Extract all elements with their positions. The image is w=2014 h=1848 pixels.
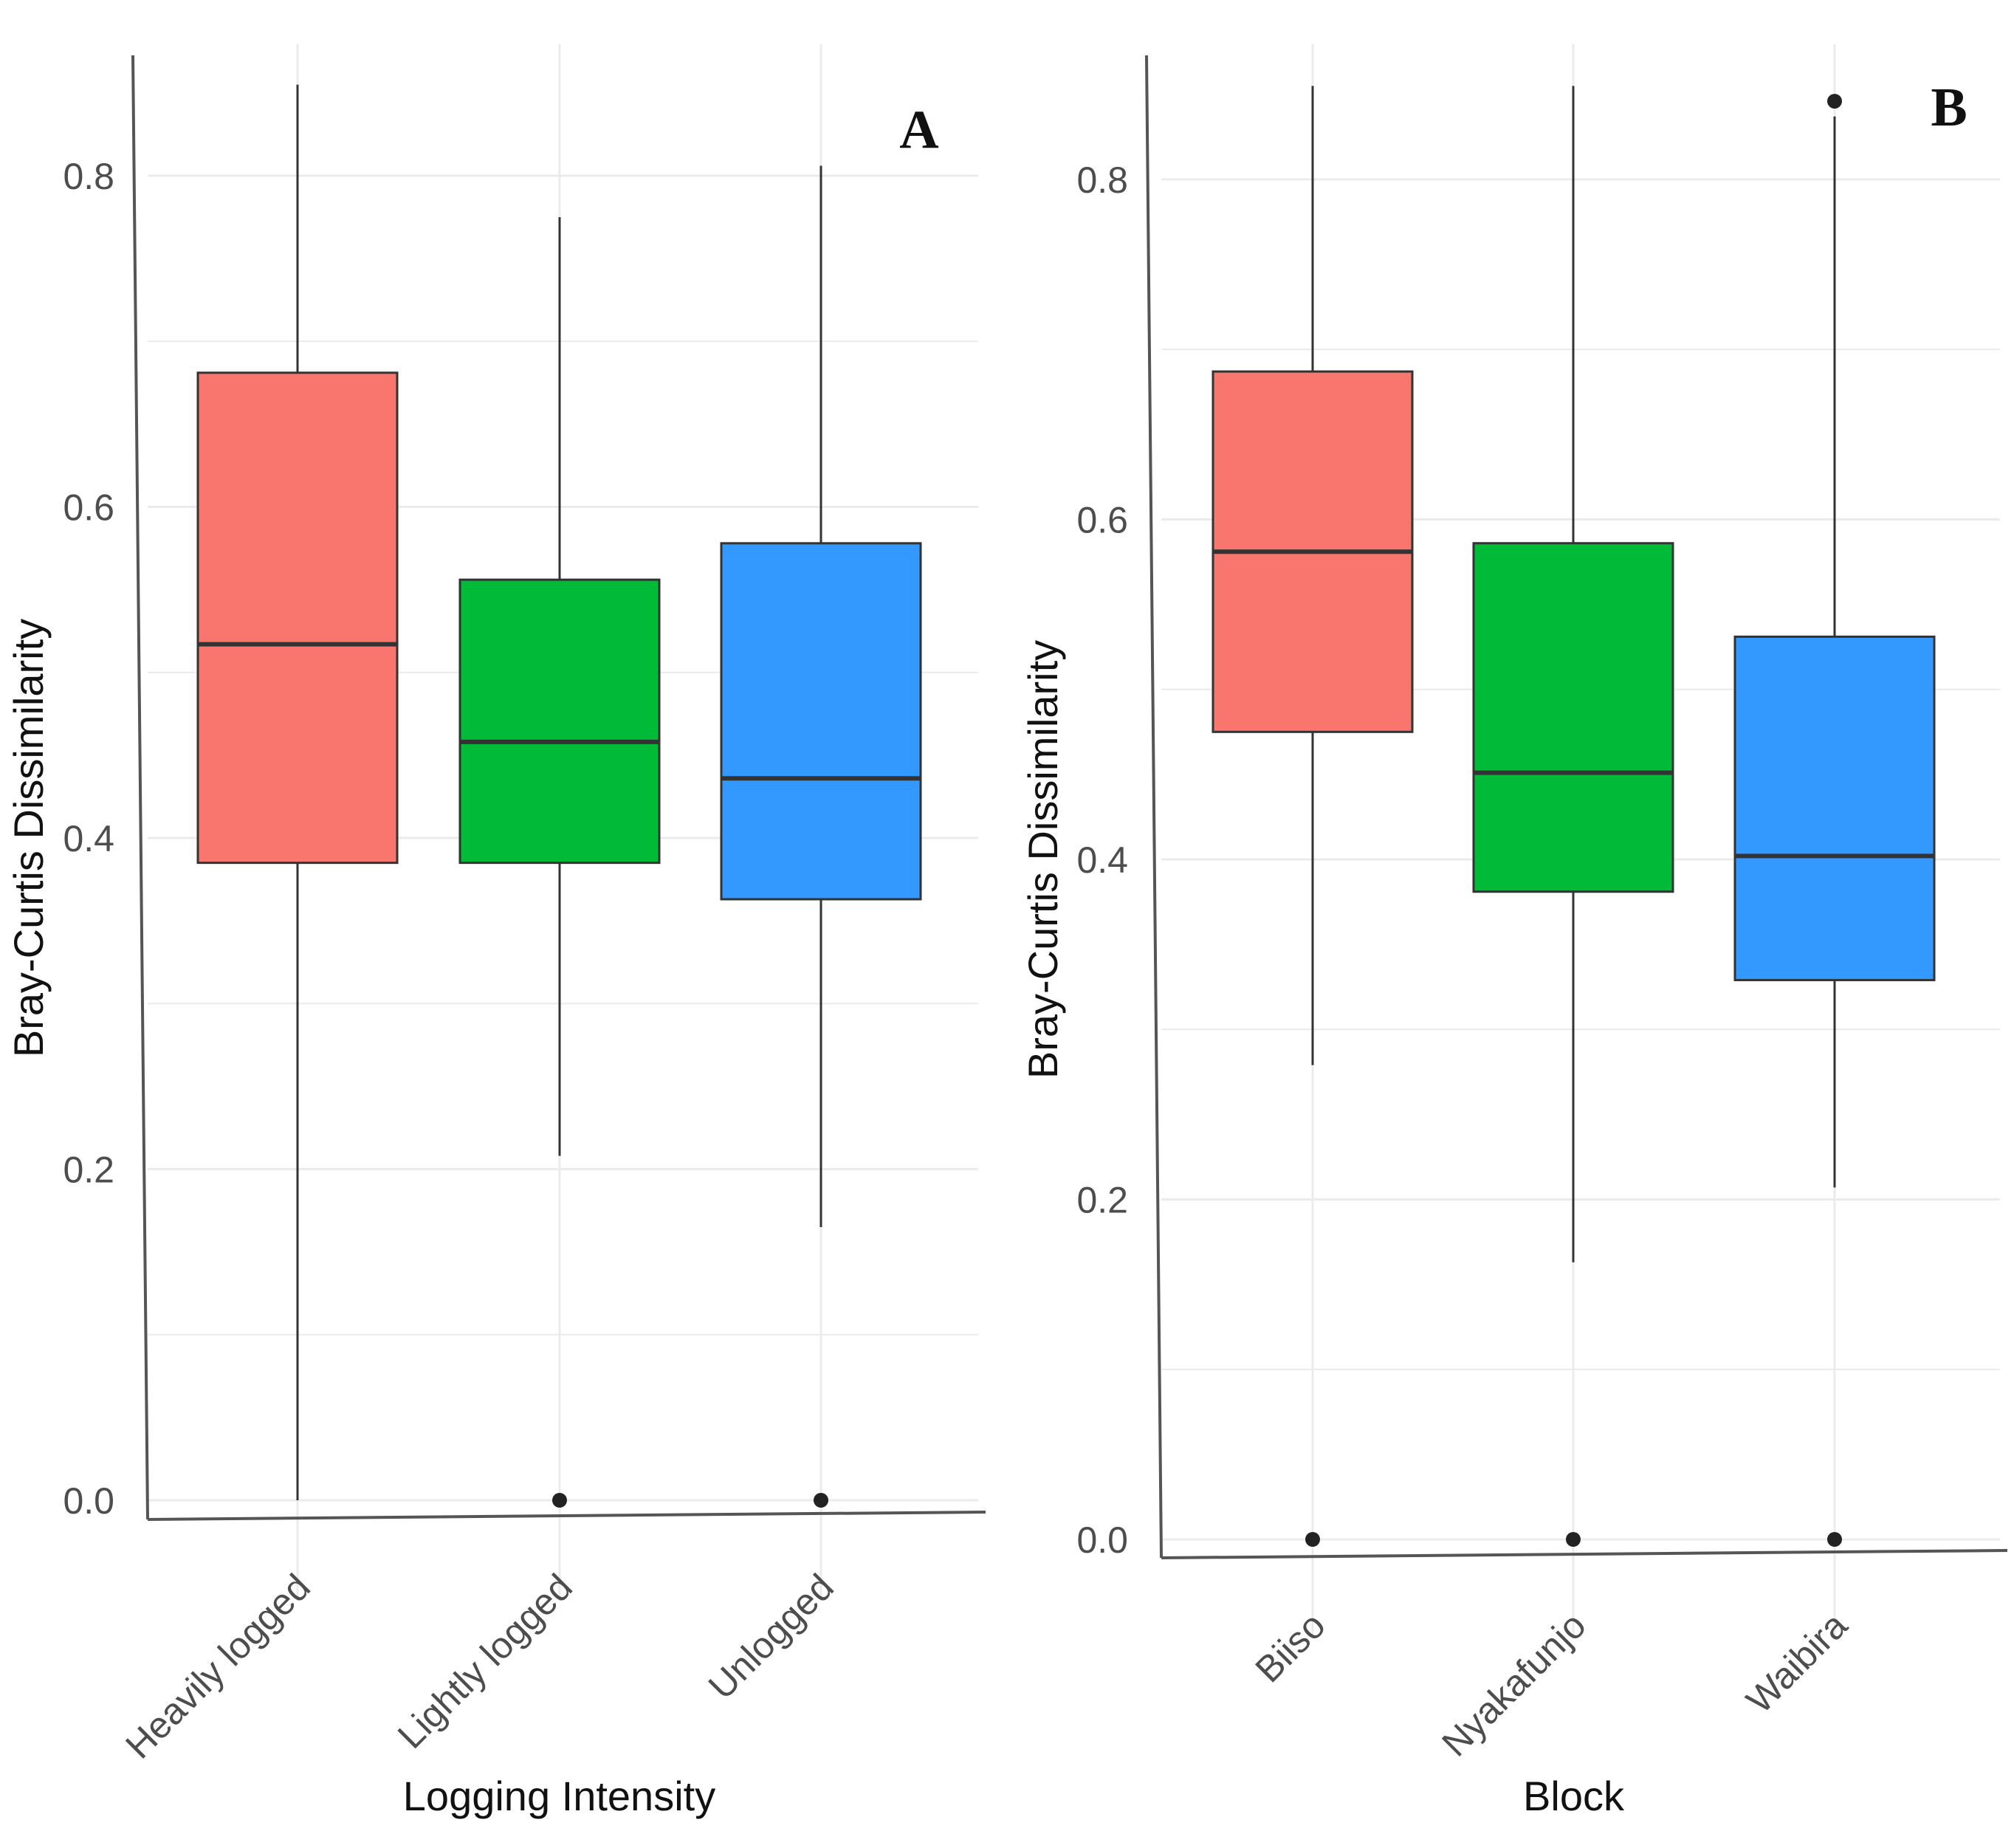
- panel-b-outlier-point: [1566, 1532, 1581, 1547]
- panel-a-y-tick-label: 0.6: [63, 487, 114, 529]
- panel-a-panel-label: A: [899, 100, 938, 160]
- panel-a-y-tick-label: 0.0: [63, 1480, 114, 1522]
- panel-a-y-axis-title: Bray-Curtis Dissimilarity: [5, 619, 52, 1057]
- panel-b-x-tick-label: Biiso: [1248, 1604, 1333, 1690]
- panel-b-x-axis-line: [1161, 1549, 2008, 1559]
- panel-b-y-tick-label: 0.0: [1076, 1519, 1128, 1561]
- panel-b-chart: 0.0 0.2 0.4 0.6 0.8 Biiso Nyakafunjo Waibira Blo…: [1020, 44, 2008, 1819]
- panel-a-x-tick-label: Unlogged: [701, 1566, 842, 1707]
- panel-a-y-axis-line: [131, 55, 149, 1520]
- panel-a-box-rect: [458, 578, 661, 865]
- panel-a-x-axis-line: [147, 1511, 986, 1521]
- panel-b-x-tick-label: Nyakafunjo: [1434, 1604, 1593, 1764]
- panel-a-box-rect: [720, 542, 922, 901]
- panel-b-outlier-point: [1827, 94, 1842, 109]
- panel-a-box-1: [196, 84, 399, 1500]
- panel-b-box-rect: [1472, 542, 1674, 893]
- panel-b-y-tick-label: 0.8: [1076, 159, 1128, 201]
- panel-a-y-tick-label: 0.2: [63, 1150, 114, 1191]
- panel-a-box-3: [720, 165, 922, 1508]
- panel-b-panel-label: B: [1931, 78, 1967, 138]
- panel-b-box-3: [1733, 94, 1936, 1547]
- panel-a-x-axis-title: Logging Intensity: [403, 1773, 715, 1819]
- panel-a-chart: 0.0 0.2 0.4 0.6 0.8 Heavily logged Lightly log…: [5, 44, 986, 1819]
- panel-b-outlier-point: [1827, 1532, 1842, 1547]
- panel-a-y-tick-label: 0.4: [63, 818, 114, 859]
- panel-a-x-tick-label: Lightly logged: [390, 1566, 580, 1756]
- panel-b-x-tick-label: Waibira: [1739, 1604, 1855, 1721]
- panel-b-box-2: [1472, 86, 1674, 1547]
- panel-b-box-1: [1212, 86, 1414, 1547]
- panel-b-x-axis-title: Block: [1523, 1773, 1625, 1819]
- panel-b-y-axis-title: Bray-Curtis Dissimilarity: [1020, 640, 1066, 1079]
- panel-a-box-2: [458, 217, 661, 1508]
- panel-b-y-axis-line: [1145, 55, 1163, 1559]
- panel-b-outlier-point: [1305, 1532, 1320, 1547]
- panel-a-box-rect: [196, 371, 399, 865]
- panel-b-y-tick-label: 0.6: [1076, 500, 1128, 541]
- panel-b-box-rect: [1733, 635, 1936, 981]
- panel-b-y-tick-label: 0.4: [1076, 839, 1128, 881]
- panel-a-outlier-point: [552, 1493, 567, 1508]
- panel-b-y-tick-label: 0.2: [1076, 1180, 1128, 1221]
- panel-a-y-tick-label: 0.8: [63, 156, 114, 197]
- panel-a-outlier-point: [814, 1493, 828, 1508]
- panel-a-x-tick-label: Heavily logged: [117, 1566, 318, 1767]
